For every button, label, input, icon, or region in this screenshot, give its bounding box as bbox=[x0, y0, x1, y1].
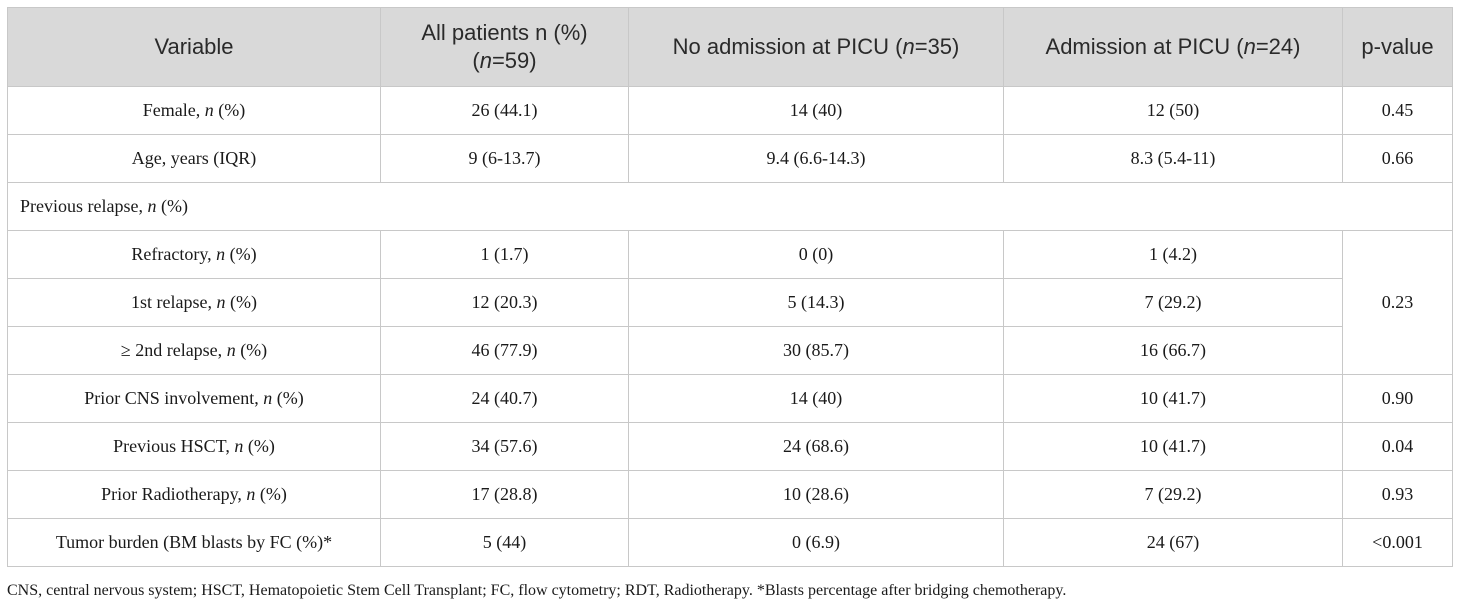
cell-all: 1 (1.7) bbox=[380, 230, 629, 279]
cell-p-value: <0.001 bbox=[1342, 518, 1453, 567]
cell-admission: 8.3 (5.4-11) bbox=[1003, 134, 1343, 183]
cell-all: 26 (44.1) bbox=[380, 86, 629, 135]
cell-no-admission: 0 (0) bbox=[628, 230, 1004, 279]
cell-no-admission: 14 (40) bbox=[628, 86, 1004, 135]
header-variable: Variable bbox=[7, 7, 381, 87]
row-label: Refractory, n (%) bbox=[7, 230, 381, 279]
cell-all: 34 (57.6) bbox=[380, 422, 629, 471]
cell-admission: 10 (41.7) bbox=[1003, 422, 1343, 471]
row-label: Prior CNS involvement, n (%) bbox=[7, 374, 381, 423]
header-admission: Admission at PICU (n=24) bbox=[1003, 7, 1343, 87]
cell-admission: 12 (50) bbox=[1003, 86, 1343, 135]
cell-admission: 16 (66.7) bbox=[1003, 326, 1343, 375]
row-label: Tumor burden (BM blasts by FC (%)* bbox=[7, 518, 381, 567]
table-row: Refractory, n (%) 1 (1.7) 0 (0) 1 (4.2) … bbox=[7, 230, 1453, 375]
table-row: ≥ 2nd relapse, n (%) 46 (77.9) 30 (85.7)… bbox=[7, 326, 1453, 375]
cell-all: 12 (20.3) bbox=[380, 278, 629, 327]
table-row: Previous HSCT, n (%) 34 (57.6) 24 (68.6)… bbox=[7, 422, 1453, 471]
cell-no-admission: 30 (85.7) bbox=[628, 326, 1004, 375]
cell-p-value: 0.93 bbox=[1342, 470, 1453, 519]
cell-no-admission: 14 (40) bbox=[628, 374, 1004, 423]
cell-all: 17 (28.8) bbox=[380, 470, 629, 519]
row-label: Female, n (%) bbox=[7, 86, 381, 135]
cell-admission: 7 (29.2) bbox=[1003, 470, 1343, 519]
table-row: Prior Radiotherapy, n (%) 17 (28.8) 10 (… bbox=[7, 470, 1453, 519]
section-row: Previous relapse, n (%) bbox=[7, 182, 1453, 231]
cell-all: 5 (44) bbox=[380, 518, 629, 567]
table-row: Tumor burden (BM blasts by FC (%)* 5 (44… bbox=[7, 518, 1453, 567]
cell-p-value: 0.45 bbox=[1342, 86, 1453, 135]
cell-admission: 24 (67) bbox=[1003, 518, 1343, 567]
cell-no-admission: 0 (6.9) bbox=[628, 518, 1004, 567]
cell-admission: 7 (29.2) bbox=[1003, 278, 1343, 327]
table-row: 1st relapse, n (%) 12 (20.3) 5 (14.3) 7 … bbox=[7, 278, 1453, 327]
cell-admission: 10 (41.7) bbox=[1003, 374, 1343, 423]
row-label: Age, years (IQR) bbox=[7, 134, 381, 183]
cell-no-admission: 24 (68.6) bbox=[628, 422, 1004, 471]
table-header-row: Variable All patients n (%) (n=59) No adm… bbox=[7, 7, 1453, 87]
header-p-value: p-value bbox=[1342, 7, 1453, 87]
cell-no-admission: 10 (28.6) bbox=[628, 470, 1004, 519]
row-label: Previous HSCT, n (%) bbox=[7, 422, 381, 471]
table-footnote: CNS, central nervous system; HSCT, Hemat… bbox=[7, 582, 1067, 599]
table-row: Female, n (%) 26 (44.1) 14 (40) 12 (50) … bbox=[7, 86, 1453, 135]
row-label: ≥ 2nd relapse, n (%) bbox=[7, 326, 381, 375]
row-label: 1st relapse, n (%) bbox=[7, 278, 381, 327]
row-label: Prior Radiotherapy, n (%) bbox=[7, 470, 381, 519]
cell-all: 9 (6-13.7) bbox=[380, 134, 629, 183]
table-row: Prior CNS involvement, n (%) 24 (40.7) 1… bbox=[7, 374, 1453, 423]
table-row: Age, years (IQR) 9 (6-13.7) 9.4 (6.6-14.… bbox=[7, 134, 1453, 183]
cell-p-value: 0.90 bbox=[1342, 374, 1453, 423]
cell-p-value: 0.23 bbox=[1342, 230, 1453, 375]
header-all-patients: All patients n (%) (n=59) bbox=[380, 7, 629, 87]
cell-all: 24 (40.7) bbox=[380, 374, 629, 423]
header-no-admission: No admission at PICU (n=35) bbox=[628, 7, 1004, 87]
cell-p-value: 0.66 bbox=[1342, 134, 1453, 183]
cell-all: 46 (77.9) bbox=[380, 326, 629, 375]
data-table: Variable All patients n (%) (n=59) No adm… bbox=[7, 7, 1453, 567]
section-label: Previous relapse, n (%) bbox=[7, 182, 1453, 231]
cell-no-admission: 9.4 (6.6-14.3) bbox=[628, 134, 1004, 183]
cell-admission: 1 (4.2) bbox=[1003, 230, 1343, 279]
cell-p-value: 0.04 bbox=[1342, 422, 1453, 471]
cell-no-admission: 5 (14.3) bbox=[628, 278, 1004, 327]
